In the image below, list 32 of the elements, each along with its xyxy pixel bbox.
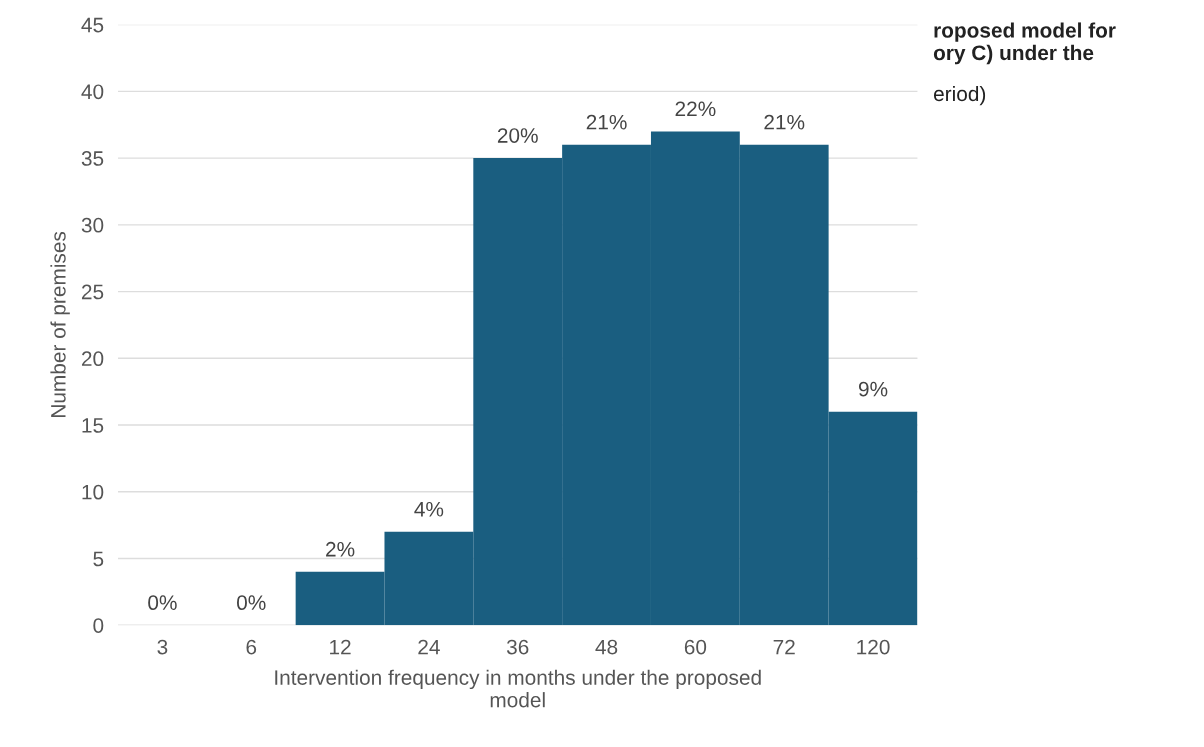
x-tick-label: 48	[595, 639, 618, 655]
x-tick-label: 6	[246, 639, 257, 655]
y-tick-label: 20	[81, 351, 104, 367]
x-tick-label: 12	[330, 639, 351, 655]
y-tick-label: 15	[82, 418, 104, 433]
text: eriod)	[933, 85, 986, 106]
x-axis-title: Intervention frequency in months under the proposed model	[275, 669, 761, 708]
annotation: 20%	[497, 128, 538, 143]
annotation: 21%	[764, 114, 805, 130]
y-tick-label: 5	[93, 551, 104, 567]
x-tick-label: 3	[157, 639, 168, 655]
annotation: 0%	[148, 595, 177, 611]
annotation: 21%	[586, 114, 627, 130]
y-tick-label: 35	[81, 151, 104, 166]
annotation: 2%	[326, 541, 355, 557]
y-axis-title: Number of premises	[50, 231, 70, 418]
y-tick-label: 40	[81, 84, 104, 100]
x-tick-label: 60	[684, 639, 707, 655]
annotation: 4%	[414, 501, 444, 517]
y-tick-label: 10	[82, 484, 104, 500]
annotation: 9%	[858, 381, 888, 397]
x-tick-label: 24	[418, 639, 440, 655]
annotation: 22%	[675, 101, 716, 117]
x-tick-label: 36	[506, 639, 529, 655]
annotation: 0%	[236, 595, 266, 611]
x-tick-label: 120	[857, 639, 890, 655]
x-tick-label: 72	[773, 639, 795, 655]
y-tick-label: 25	[81, 284, 104, 300]
y-tick-label: 45	[81, 17, 104, 33]
y-tick-label: 30	[81, 217, 104, 233]
text: roposed model for ory C) under the	[933, 22, 1116, 65]
y-tick-label: 0	[93, 618, 104, 633]
